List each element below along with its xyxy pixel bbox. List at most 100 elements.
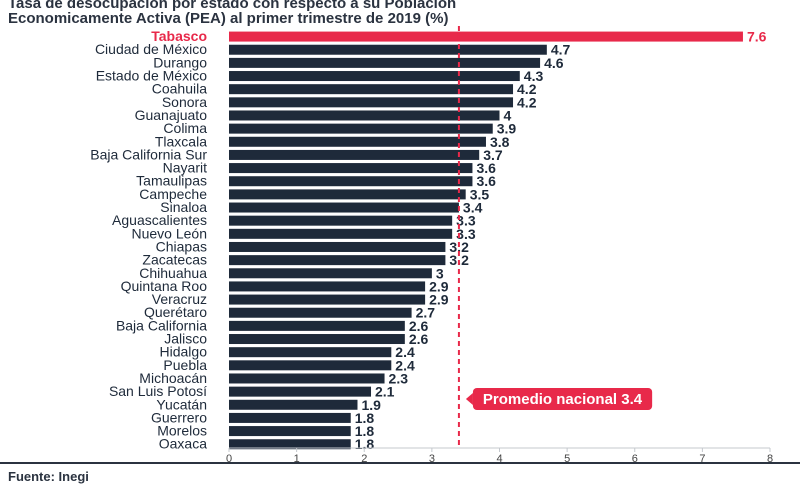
bar-8 — [229, 136, 486, 147]
category-label-17: Zacatecas — [142, 252, 207, 268]
category-label-14: Aguascalientes — [112, 212, 207, 228]
category-label-10: Nayarit — [163, 160, 207, 176]
value-label-5: 4.2 — [517, 94, 537, 110]
bar-1 — [229, 44, 547, 55]
category-label-11: Tamaulipas — [136, 173, 207, 189]
category-label-7: Colima — [163, 120, 207, 136]
category-label-27: San Luis Potosí — [109, 383, 207, 399]
value-label-7: 3.9 — [497, 121, 517, 137]
x-tick-label-6: 6 — [632, 453, 638, 465]
bar-7 — [229, 123, 493, 134]
x-tick-label-1: 1 — [294, 453, 300, 465]
category-label-2: Durango — [153, 54, 207, 70]
category-label-23: Jalisco — [164, 331, 207, 347]
value-label-11: 3.6 — [476, 173, 496, 189]
category-label-24: Hidalgo — [160, 344, 208, 360]
x-tick-label-4: 4 — [496, 453, 502, 465]
bar-12 — [229, 189, 466, 200]
bar-15 — [229, 228, 453, 239]
value-label-18: 3 — [436, 265, 444, 281]
category-label-28: Yucatán — [156, 396, 207, 412]
bar-10 — [229, 163, 473, 174]
value-label-23: 2.6 — [409, 331, 429, 347]
bar-27 — [229, 386, 372, 397]
bar-28 — [229, 399, 358, 410]
value-label-20: 2.9 — [429, 292, 449, 308]
bar-20 — [229, 294, 426, 305]
value-label-12: 3.5 — [470, 186, 490, 202]
value-label-29: 1.8 — [355, 410, 375, 426]
chart-title-line-1: Tasa de desocupación por estado con resp… — [8, 0, 457, 12]
x-tick-label-8: 8 — [767, 453, 773, 465]
bar-13 — [229, 202, 459, 213]
category-label-16: Chiapas — [156, 238, 207, 254]
bar-21 — [229, 307, 412, 318]
value-label-6: 4 — [504, 107, 512, 123]
category-label-9: Baja California Sur — [90, 146, 207, 162]
x-tick-label-5: 5 — [564, 453, 570, 465]
bar-11 — [229, 176, 473, 187]
value-label-1: 4.7 — [551, 42, 571, 58]
value-label-3: 4.3 — [524, 68, 544, 84]
category-label-12: Campeche — [139, 186, 207, 202]
category-label-4: Coahuila — [152, 81, 207, 97]
category-label-26: Michoacán — [139, 370, 207, 386]
bar-5 — [229, 97, 514, 108]
bar-0 — [229, 31, 743, 42]
value-label-19: 2.9 — [429, 278, 449, 294]
category-label-0: Tabasco — [151, 28, 207, 44]
category-label-29: Guerrero — [151, 409, 207, 425]
bar-31 — [229, 439, 351, 450]
bar-30 — [229, 426, 351, 437]
value-label-13: 3.4 — [463, 200, 483, 216]
value-label-26: 2.3 — [389, 370, 409, 386]
value-label-2: 4.6 — [544, 55, 564, 71]
bar-26 — [229, 373, 385, 384]
bar-17 — [229, 255, 446, 266]
bar-18 — [229, 268, 432, 279]
value-label-14: 3.3 — [456, 213, 476, 229]
category-label-20: Veracruz — [152, 291, 207, 307]
chart-title: Tasa de desocupación por estado con resp… — [8, 0, 768, 26]
source-note: Fuente: Inegi — [8, 469, 89, 484]
bar-4 — [229, 84, 514, 95]
value-label-30: 1.8 — [355, 423, 375, 439]
bar-9 — [229, 149, 480, 160]
bar-24 — [229, 347, 392, 358]
bar-19 — [229, 281, 426, 292]
category-label-21: Querétaro — [144, 304, 207, 320]
footer-divider — [0, 462, 800, 464]
category-label-13: Sinaloa — [160, 199, 207, 215]
category-label-6: Guanajuato — [135, 107, 208, 123]
bar-6 — [229, 110, 500, 121]
x-tick-label-7: 7 — [699, 453, 705, 465]
bar-3 — [229, 71, 520, 82]
category-label-19: Quintana Roo — [121, 278, 208, 294]
value-label-28: 1.9 — [361, 397, 381, 413]
bar-2 — [229, 57, 541, 68]
category-label-8: Tlaxcala — [155, 133, 207, 149]
category-label-18: Chihuahua — [139, 265, 207, 281]
value-label-25: 2.4 — [395, 357, 415, 373]
value-label-8: 3.8 — [490, 134, 510, 150]
bar-29 — [229, 412, 351, 423]
category-label-30: Morelos — [157, 423, 207, 439]
value-label-9: 3.7 — [483, 147, 503, 163]
bar-14 — [229, 215, 453, 226]
category-label-15: Nuevo León — [131, 225, 207, 241]
category-label-25: Puebla — [163, 357, 207, 373]
value-label-22: 2.6 — [409, 318, 429, 334]
category-label-31: Oaxaca — [159, 436, 207, 452]
x-tick-label-0: 0 — [226, 453, 232, 465]
value-label-21: 2.7 — [416, 305, 436, 321]
x-tick-label-2: 2 — [361, 453, 367, 465]
value-label-27: 2.1 — [375, 384, 395, 400]
value-label-4: 4.2 — [517, 81, 537, 97]
x-tick-label-3: 3 — [429, 453, 435, 465]
value-label-0: 7.6 — [747, 29, 767, 45]
value-label-24: 2.4 — [395, 344, 415, 360]
bar-25 — [229, 360, 392, 371]
bar-23 — [229, 334, 405, 345]
average-badge-pointer — [465, 393, 473, 405]
